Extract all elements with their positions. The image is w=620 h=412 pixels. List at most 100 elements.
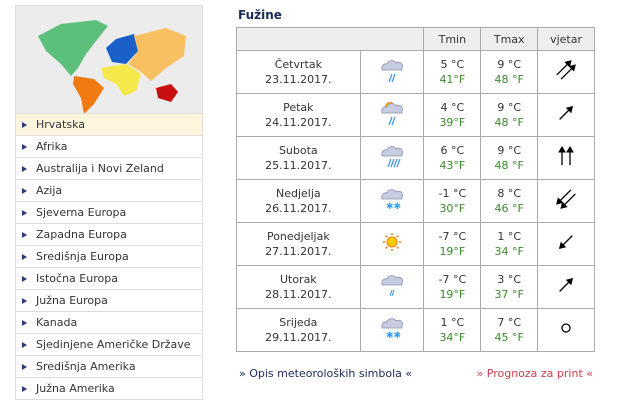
date: 25.11.2017. [265,159,332,172]
day-name: Subota [278,144,318,157]
tmax-celsius: 9 °C [497,58,522,71]
tmax-cell: 8 °C 46 °F [480,179,539,223]
day-cell: Četvrtak 23.11.2017. [236,50,361,94]
sidebar: Hrvatska Afrika Australija i Novi Zeland… [15,5,203,400]
triangle-right-icon [22,209,27,216]
symbols-description-link[interactable]: » Opis meteoroloških simbola « [239,367,413,380]
date: 28.11.2017. [265,288,332,301]
tmin-cell: 5 °C 41°F [423,50,482,94]
header-tmin: Tmin [423,27,482,51]
menu-item-kanada[interactable]: Kanada [15,312,203,334]
africa-region [101,64,141,96]
tmax-cell: 9 °C 48 °F [480,50,539,94]
triangle-right-icon [22,341,27,348]
menu-item-azija[interactable]: Azija [15,180,203,202]
forecast-row: Utorak 28.11.2017. -7 °C 19°F 3 °C 37 °F [236,265,595,309]
sun-cloud-rain-icon [359,93,425,137]
tmax-fahrenheit: 37 °F [494,288,524,301]
forecast-row: Četvrtak 23.11.2017. 5 °C 41°F 9 °C 48 °F [236,50,595,94]
menu-item-sad[interactable]: Sjedinjene Američke Države [15,334,203,356]
tmax-celsius: 9 °C [497,144,522,157]
forecast-row: Subota 25.11.2017. 6 °C 43°F 9 °C 48 °F [236,136,595,180]
tmax-fahrenheit: 46 °F [494,202,524,215]
date: 27.11.2017. [265,245,332,258]
tmin-fahrenheit: 41°F [439,73,466,86]
menu-item-hrvatska[interactable]: Hrvatska [15,114,203,136]
tmin-fahrenheit: 19°F [439,245,466,258]
tmin-celsius: 4 °C [440,101,465,114]
tmax-celsius: 1 °C [497,230,522,243]
day-cell: Utorak 28.11.2017. [236,265,361,309]
header-blank [235,27,425,51]
menu-item-sredisnja-amerika[interactable]: Središnja Amerika [15,356,203,378]
cloud-snow-icon: ✱✱ [359,179,425,223]
triangle-right-icon [22,143,27,150]
menu-item-australija[interactable]: Australija i Novi Zeland [15,158,203,180]
asia-region [128,28,186,81]
tmin-cell: -7 °C 19°F [423,265,482,309]
tmin-fahrenheit: 34°F [439,331,466,344]
menu-item-sjeverna-europa[interactable]: Sjeverna Europa [15,202,203,224]
cloud-heavy-rain-icon [359,136,425,180]
australia-region [156,84,178,102]
day-name: Ponedjeljak [266,230,330,243]
tmin-celsius: 6 °C [440,144,465,157]
menu-item-juzna-europa[interactable]: Južna Europa [15,290,203,312]
day-name: Petak [283,101,314,114]
day-cell: Ponedjeljak 27.11.2017. [236,222,361,266]
day-cell: Nedjelja 26.11.2017. [236,179,361,223]
menu-item-afrika[interactable]: Afrika [15,136,203,158]
tmax-fahrenheit: 48 °F [494,159,524,172]
menu-item-istocna-europa[interactable]: Istočna Europa [15,268,203,290]
tmin-fahrenheit: 19°F [439,288,466,301]
world-map[interactable] [15,5,203,114]
tmax-celsius: 7 °C [497,316,522,329]
tmax-celsius: 3 °C [497,273,522,286]
tmax-cell: 9 °C 48 °F [480,93,539,137]
tmax-celsius: 8 °C [497,187,522,200]
tmin-celsius: -7 °C [438,230,467,243]
tmax-fahrenheit: 48 °F [494,73,524,86]
sun-icon [359,222,425,266]
forecast-panel: Fužine Tmin Tmax vjetar Četvrtak 23.11.20… [235,8,596,380]
date: 23.11.2017. [265,73,332,86]
triangle-right-icon [22,297,27,304]
date: 26.11.2017. [265,202,332,215]
tmin-cell: 4 °C 39°F [423,93,482,137]
forecast-row: Srijeda 29.11.2017. ✱✱ 1 °C 34°F 7 °C 45 °F [236,308,595,352]
tmin-celsius: 1 °C [440,316,465,329]
wind-double-arrow-southwest-icon [537,179,595,223]
cloud-snow-icon: ✱✱ [359,308,425,352]
menu-item-sredisnja-europa[interactable]: Središnja Europa [15,246,203,268]
tmin-fahrenheit: 39°F [439,116,466,129]
forecast-table: Tmin Tmax vjetar Četvrtak 23.11.2017. 5 °… [235,27,595,352]
region-menu: Hrvatska Afrika Australija i Novi Zeland… [15,114,203,400]
forecast-row: Ponedjeljak 27.11.2017. -7 °C 19°F 1 °C 34 … [236,222,595,266]
date: 24.11.2017. [265,116,332,129]
day-name: Četvrtak [274,58,322,71]
tmax-fahrenheit: 34 °F [494,245,524,258]
day-cell: Srijeda 29.11.2017. [236,308,361,352]
wind-arrow-northeast-icon [537,265,595,309]
triangle-right-icon [22,385,27,392]
menu-item-zapadna-europa[interactable]: Zapadna Europa [15,224,203,246]
tmax-fahrenheit: 48 °F [494,116,524,129]
forecast-row: Nedjelja 26.11.2017. ✱✱ -1 °C 30°F 8 °C 46 … [236,179,595,223]
tmin-cell: 1 °C 34°F [423,308,482,352]
wind-double-arrow-northeast-icon [537,50,595,94]
triangle-right-icon [22,165,27,172]
day-name: Srijeda [279,316,318,329]
menu-item-juzna-amerika[interactable]: Južna Amerika [15,378,203,400]
day-cell: Subota 25.11.2017. [236,136,361,180]
triangle-right-icon [22,231,27,238]
triangle-right-icon [22,319,27,326]
tmax-cell: 9 °C 48 °F [480,136,539,180]
cloud-rain-icon [359,50,425,94]
tmin-celsius: 5 °C [440,58,465,71]
forecast-row: Petak 24.11.2017. 4 °C 39°F 9 °C 48 °F [236,93,595,137]
triangle-right-icon [22,363,27,370]
triangle-right-icon [22,187,27,194]
print-forecast-link[interactable]: » Prognoza za print « [476,367,593,380]
wind-double-arrow-north-icon [537,136,595,180]
tmin-fahrenheit: 30°F [439,202,466,215]
